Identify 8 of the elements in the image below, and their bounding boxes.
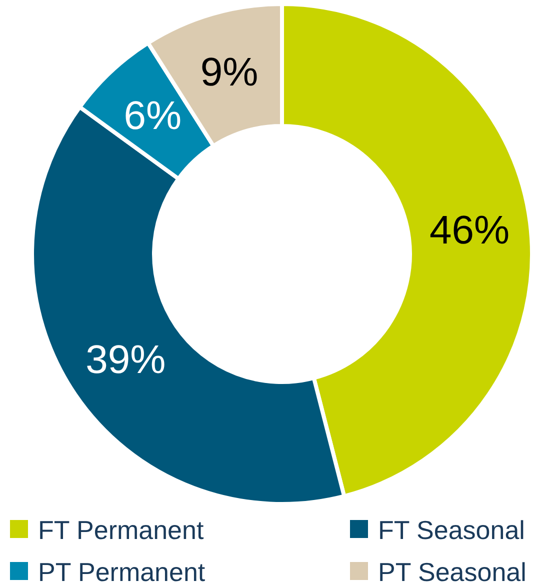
legend-label: FT Seasonal bbox=[378, 515, 525, 545]
legend-label: PT Seasonal bbox=[378, 557, 526, 585]
data-label: 6% bbox=[124, 94, 182, 138]
data-label: 9% bbox=[200, 50, 258, 95]
legend-label: FT Permanent bbox=[38, 515, 204, 545]
data-label: 46% bbox=[429, 208, 510, 252]
legend-label: PT Permanent bbox=[38, 557, 206, 585]
data-label: 39% bbox=[86, 338, 166, 382]
